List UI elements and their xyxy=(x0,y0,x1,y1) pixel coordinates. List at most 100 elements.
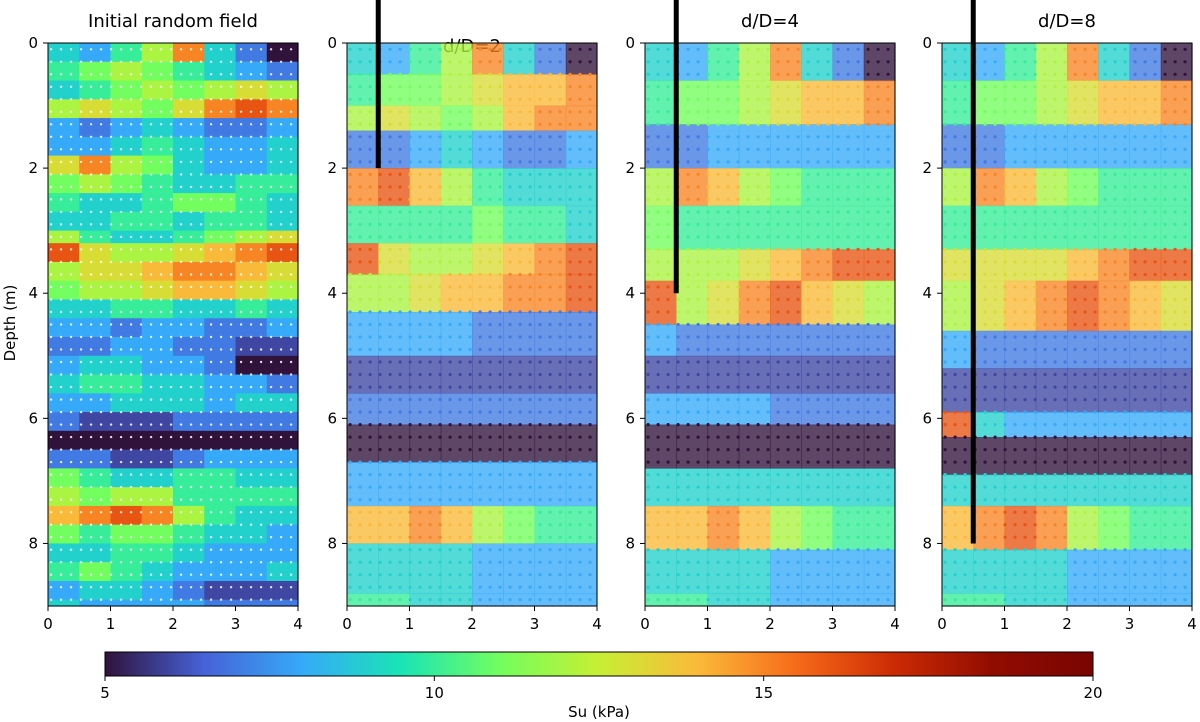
data-point xyxy=(776,485,780,489)
data-point xyxy=(488,410,492,414)
data-point xyxy=(548,122,552,126)
data-point xyxy=(488,222,492,226)
data-point xyxy=(756,297,760,302)
data-point xyxy=(468,510,472,514)
data-point xyxy=(826,448,830,452)
data-point xyxy=(428,548,432,552)
data-point xyxy=(398,160,402,164)
data-point xyxy=(1163,210,1167,214)
data-point xyxy=(726,285,730,289)
data-point xyxy=(408,260,412,264)
data-point xyxy=(786,485,790,489)
heat-cell xyxy=(645,324,677,357)
data-point xyxy=(786,423,790,427)
data-point xyxy=(538,347,542,352)
data-point xyxy=(558,473,562,477)
data-point xyxy=(229,335,233,339)
data-point xyxy=(548,235,552,239)
data-point xyxy=(666,210,670,214)
heat-cell xyxy=(141,355,174,376)
data-point xyxy=(438,60,442,64)
data-point xyxy=(766,548,770,552)
data-point xyxy=(169,135,173,138)
data-point xyxy=(199,335,203,339)
data-point xyxy=(856,322,860,327)
data-point xyxy=(109,248,113,251)
data-point xyxy=(179,85,183,89)
data-point xyxy=(488,573,492,577)
data-point xyxy=(726,172,730,176)
data-point xyxy=(826,272,830,277)
heat-cell xyxy=(204,118,237,138)
data-point xyxy=(588,585,592,589)
data-point xyxy=(836,235,840,239)
data-point xyxy=(438,122,442,126)
data-point xyxy=(846,85,850,89)
data-point xyxy=(696,548,700,552)
data-point xyxy=(289,260,293,264)
data-point xyxy=(289,323,293,326)
data-point xyxy=(716,47,720,51)
data-point xyxy=(378,297,382,302)
x-tick-label: 3 xyxy=(231,615,241,633)
data-point xyxy=(656,573,660,577)
data-point xyxy=(498,110,502,114)
data-point xyxy=(1013,322,1017,327)
data-point xyxy=(69,185,73,189)
data-point xyxy=(368,548,372,552)
heat-cell xyxy=(676,505,709,551)
data-point xyxy=(568,448,572,452)
data-point xyxy=(816,297,820,302)
data-point xyxy=(149,260,153,264)
data-point xyxy=(249,273,253,276)
data-point xyxy=(806,548,810,552)
data-point xyxy=(119,586,123,589)
data-point xyxy=(756,60,760,64)
data-point xyxy=(388,385,392,389)
data-point xyxy=(796,322,800,327)
data-point xyxy=(468,285,472,289)
data-point xyxy=(348,247,352,251)
data-point xyxy=(408,360,412,364)
data-point xyxy=(1153,448,1157,452)
heat-cell xyxy=(472,105,504,132)
data-point xyxy=(796,172,800,176)
heat-cell xyxy=(1067,549,1099,595)
data-point xyxy=(498,372,502,377)
data-point xyxy=(289,473,293,476)
data-point xyxy=(856,498,860,502)
data-point xyxy=(1133,97,1137,101)
data-point xyxy=(1033,222,1037,226)
data-point xyxy=(428,398,432,402)
data-point xyxy=(418,410,422,414)
data-point xyxy=(666,222,670,226)
data-point xyxy=(746,498,750,502)
data-point xyxy=(836,272,840,277)
data-point xyxy=(1003,435,1007,439)
data-point xyxy=(408,510,412,514)
data-point xyxy=(816,147,820,151)
data-point xyxy=(1013,285,1017,289)
heat-cell xyxy=(973,593,1006,607)
data-point xyxy=(766,247,770,251)
data-point xyxy=(159,335,163,339)
data-point xyxy=(1183,360,1187,364)
data-point xyxy=(1023,347,1027,352)
heat-cell xyxy=(48,505,80,526)
data-point xyxy=(159,98,163,101)
data-point xyxy=(109,260,113,264)
data-point xyxy=(963,423,967,427)
data-point xyxy=(269,48,273,51)
data-point xyxy=(368,97,372,101)
heat-cell xyxy=(266,487,299,507)
data-point xyxy=(1113,172,1117,176)
data-point xyxy=(438,535,442,539)
data-point xyxy=(488,272,492,277)
data-point xyxy=(756,598,760,602)
data-point xyxy=(448,172,452,176)
data-point xyxy=(1033,147,1037,151)
data-point xyxy=(886,473,890,477)
data-point xyxy=(568,423,572,427)
data-point xyxy=(1113,272,1117,277)
data-point xyxy=(696,135,700,139)
